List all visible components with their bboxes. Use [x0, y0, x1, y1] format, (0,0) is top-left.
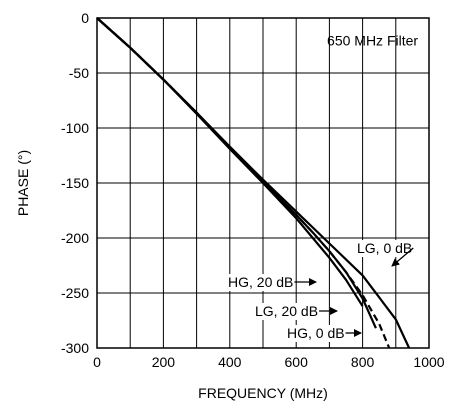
y-tick-label: -250	[61, 285, 89, 301]
x-tick-label: 0	[93, 354, 101, 370]
chart-title: 650 MHz Filter	[327, 33, 418, 49]
annotation-bg	[226, 274, 296, 291]
annotation-bg	[285, 325, 347, 342]
annotation-arrow	[391, 247, 414, 267]
annotation-1: HG, 20 dB	[226, 274, 317, 291]
y-tick-label: -100	[61, 120, 89, 136]
annotation-2: LG, 20 dB	[253, 303, 338, 320]
annotation-bg	[253, 303, 321, 320]
series-lines	[96, 17, 411, 349]
y-tick-label: 0	[81, 10, 89, 26]
y-tick-label: -50	[69, 65, 89, 81]
annotation-0: LG, 0 dB	[355, 240, 415, 267]
x-axis-title: FREQUENCY (MHz)	[198, 385, 328, 401]
x-tick-label: 800	[351, 354, 375, 370]
tick-labels: 0 200 400 600 800 1000 0 -50 -100 -150 -200 -250 -30…	[61, 10, 445, 370]
series-line-3	[96, 17, 391, 349]
y-tick-label: -300	[61, 340, 89, 356]
plot-frame	[96, 17, 430, 349]
annotation-label: HG, 20 dB	[228, 274, 293, 290]
annotation-bg	[355, 240, 415, 257]
annotations: LG, 0 dB HG, 20 dB LG, 20 dB HG, 0 dB	[226, 240, 415, 342]
x-tick-label: 600	[285, 354, 309, 370]
annotation-label: LG, 0 dB	[357, 240, 412, 256]
y-tick-label: -200	[61, 230, 89, 246]
annotation-label: LG, 20 dB	[255, 303, 318, 319]
x-tick-label: 1000	[413, 354, 444, 370]
y-axis-title: PHASE (°)	[15, 150, 31, 216]
x-tick-label: 400	[218, 354, 242, 370]
annotation-label: HG, 0 dB	[287, 325, 345, 341]
y-tick-label: -150	[61, 175, 89, 191]
annotation-3: HG, 0 dB	[285, 325, 362, 342]
x-tick-label: 200	[152, 354, 176, 370]
